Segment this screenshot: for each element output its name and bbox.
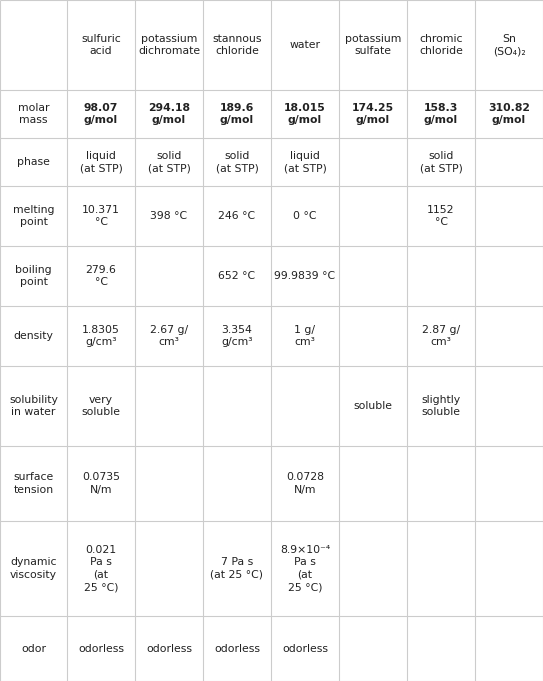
Text: odorless: odorless [78,644,124,654]
Text: stannous
chloride: stannous chloride [212,34,262,57]
Text: liquid
(at STP): liquid (at STP) [283,151,326,173]
Text: water: water [289,40,320,50]
Text: chromic
chloride: chromic chloride [419,34,463,57]
Text: potassium
sulfate: potassium sulfate [345,34,401,57]
Text: dynamic
viscosity: dynamic viscosity [10,557,57,580]
Text: 1 g/
cm³: 1 g/ cm³ [294,325,315,347]
Text: solid
(at STP): solid (at STP) [216,151,258,173]
Text: slightly
soluble: slightly soluble [421,395,460,417]
Text: very
soluble: very soluble [81,395,121,417]
Text: 1.8305
g/cm³: 1.8305 g/cm³ [82,325,120,347]
Text: 10.371
°C: 10.371 °C [82,205,120,227]
Text: Sn
(SO₄)₂: Sn (SO₄)₂ [493,34,526,57]
Text: surface
tension: surface tension [14,473,54,494]
Text: 3.354
g/cm³: 3.354 g/cm³ [221,325,252,347]
Text: soluble: soluble [353,401,393,411]
Text: 246 °C: 246 °C [218,211,256,221]
Text: odor: odor [21,644,46,654]
Text: 189.6
g/mol: 189.6 g/mol [220,103,254,125]
Text: 99.9839 °C: 99.9839 °C [274,271,336,281]
Text: phase: phase [17,157,50,167]
Text: solubility
in water: solubility in water [9,395,58,417]
Text: 652 °C: 652 °C [218,271,256,281]
Text: 0.0728
N/m: 0.0728 N/m [286,473,324,494]
Text: density: density [14,331,53,341]
Text: 174.25
g/mol: 174.25 g/mol [352,103,394,125]
Text: 0.0735
N/m: 0.0735 N/m [82,473,120,494]
Text: 2.67 g/
cm³: 2.67 g/ cm³ [150,325,188,347]
Text: 158.3
g/mol: 158.3 g/mol [424,103,458,125]
Text: melting
point: melting point [12,205,54,227]
Text: molar
mass: molar mass [18,103,49,125]
Text: 310.82
g/mol: 310.82 g/mol [488,103,530,125]
Text: odorless: odorless [282,644,328,654]
Text: liquid
(at STP): liquid (at STP) [80,151,122,173]
Text: solid
(at STP): solid (at STP) [148,151,191,173]
Text: odorless: odorless [146,644,192,654]
Text: 98.07
g/mol: 98.07 g/mol [84,103,118,125]
Text: sulfuric
acid: sulfuric acid [81,34,121,57]
Text: boiling
point: boiling point [15,265,52,287]
Text: 8.9×10⁻⁴
Pa s
(at
25 °C): 8.9×10⁻⁴ Pa s (at 25 °C) [280,545,330,592]
Text: 18.015
g/mol: 18.015 g/mol [284,103,326,125]
Text: odorless: odorless [214,644,260,654]
Text: 398 °C: 398 °C [150,211,187,221]
Text: 2.87 g/
cm³: 2.87 g/ cm³ [422,325,460,347]
Text: 279.6
°C: 279.6 °C [86,265,116,287]
Text: 0.021
Pa s
(at
25 °C): 0.021 Pa s (at 25 °C) [84,545,118,592]
Text: 0 °C: 0 °C [293,211,317,221]
Text: solid
(at STP): solid (at STP) [420,151,463,173]
Text: potassium
dichromate: potassium dichromate [138,34,200,57]
Text: 7 Pa s
(at 25 °C): 7 Pa s (at 25 °C) [211,557,263,580]
Text: 1152
°C: 1152 °C [427,205,454,227]
Text: 294.18
g/mol: 294.18 g/mol [148,103,190,125]
